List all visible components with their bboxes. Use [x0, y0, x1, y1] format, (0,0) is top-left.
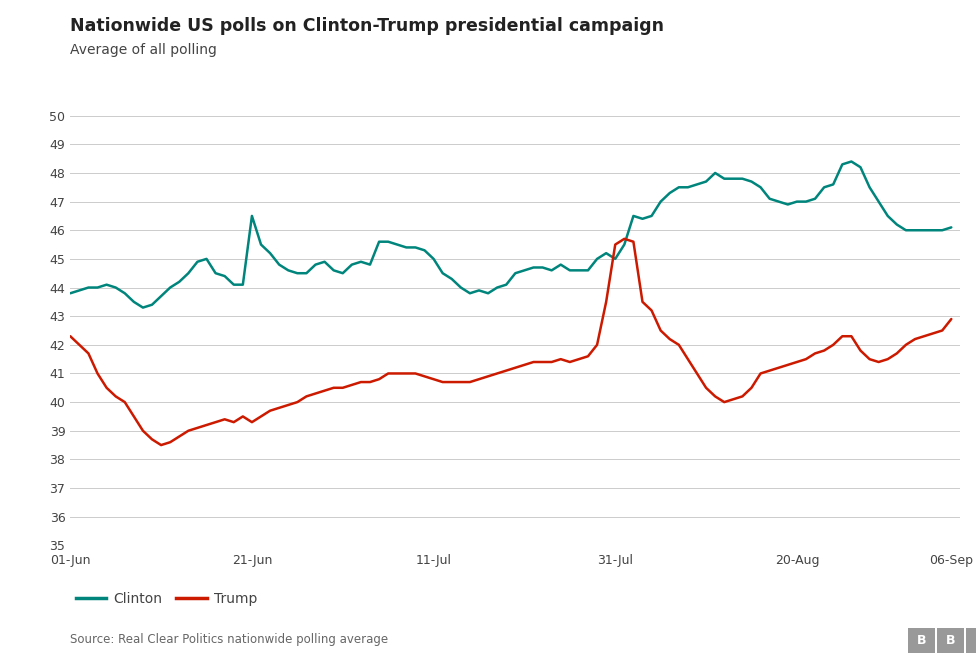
Text: Nationwide US polls on Clinton-Trump presidential campaign: Nationwide US polls on Clinton-Trump pre…: [70, 17, 665, 35]
Text: B: B: [916, 634, 926, 647]
Text: Source: Real Clear Politics nationwide polling average: Source: Real Clear Politics nationwide p…: [70, 633, 388, 646]
Text: Average of all polling: Average of all polling: [70, 43, 217, 57]
Text: B: B: [946, 634, 956, 647]
Legend: Clinton, Trump: Clinton, Trump: [70, 586, 263, 611]
